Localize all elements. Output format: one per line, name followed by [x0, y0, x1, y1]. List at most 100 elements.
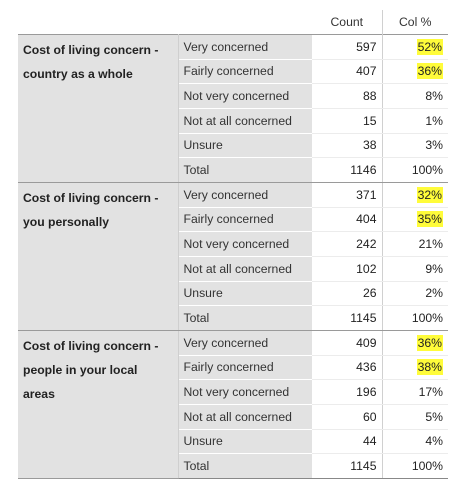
highlighted-pct-value: 52%: [416, 38, 443, 55]
col-pct-cell: 35%: [382, 207, 448, 233]
category-label: Not at all concerned: [178, 256, 312, 282]
count-cell: 38: [312, 133, 383, 159]
category-label: Not very concerned: [178, 379, 312, 405]
count-cell: 44: [312, 429, 383, 455]
table-row: Cost of living concern - people in your …: [18, 330, 448, 479]
category-label: Fairly concerned: [178, 355, 312, 381]
count-cell: 436: [312, 355, 383, 381]
highlighted-pct-value: 32%: [416, 186, 443, 203]
highlighted-pct-value: 35%: [416, 211, 443, 228]
header-row: Count Col %: [18, 10, 448, 35]
table-row: Unsure 26 2%: [18, 281, 448, 307]
table-row: Fairly concerned 436 38%: [18, 355, 448, 381]
highlighted-pct-value: 36%: [416, 334, 443, 351]
count-cell: 1146: [312, 157, 383, 183]
col-pct-cell: 100%: [382, 157, 448, 183]
table-row: Not at all concerned 60 5%: [18, 404, 448, 430]
col-pct-cell: 32%: [382, 182, 448, 208]
pct-value: 2%: [425, 286, 443, 301]
col-pct-cell: 100%: [382, 453, 448, 479]
count-cell: 196: [312, 379, 383, 405]
count-cell: 409: [312, 330, 383, 356]
category-label: Very concerned: [178, 330, 312, 356]
count-cell: 407: [312, 59, 383, 85]
category-label: Not at all concerned: [178, 108, 312, 134]
header-count: Count: [312, 10, 383, 35]
count-cell: 1145: [312, 453, 383, 479]
col-pct-cell: 36%: [382, 59, 448, 85]
count-cell: 26: [312, 281, 383, 307]
pct-value: 17%: [418, 385, 443, 400]
header-col-pct: Col %: [398, 15, 432, 29]
category-label: Not at all concerned: [178, 404, 312, 430]
category-label: Total: [178, 453, 312, 479]
highlighted-pct-value: 36%: [416, 63, 443, 80]
col-pct-cell: 2%: [382, 281, 448, 307]
total-row: Total 1145 100%: [18, 453, 448, 479]
count-cell: 1145: [312, 305, 383, 331]
header-blank-group: [18, 10, 178, 35]
col-pct-cell: 21%: [382, 231, 448, 257]
pct-value: 8%: [425, 89, 443, 104]
pct-value: 21%: [418, 237, 443, 252]
category-label: Fairly concerned: [178, 59, 312, 85]
col-pct-cell: 9%: [382, 256, 448, 282]
col-pct-cell: 8%: [382, 83, 448, 109]
category-label: Total: [178, 157, 312, 183]
crosstab-table: Count Col % Cost of living concern - cou…: [18, 10, 448, 479]
pct-value: 9%: [425, 261, 443, 276]
count-cell: 60: [312, 404, 383, 430]
group-label: Cost of living concern - country as a wh…: [18, 34, 179, 183]
pct-value: 100%: [411, 163, 443, 178]
pct-value: 3%: [425, 138, 443, 153]
total-row: Total 1146 100%: [18, 157, 448, 183]
category-label: Unsure: [178, 133, 312, 159]
table-row: Not very concerned 88 8%: [18, 83, 448, 109]
pct-value: 5%: [425, 409, 443, 424]
pct-value: 4%: [425, 434, 443, 449]
table-row: Not at all concerned 102 9%: [18, 256, 448, 282]
col-pct-cell: 4%: [382, 429, 448, 455]
table-row: Unsure 44 4%: [18, 429, 448, 455]
category-label: Very concerned: [178, 182, 312, 208]
col-pct-cell: 100%: [382, 305, 448, 331]
col-pct-cell: 38%: [382, 355, 448, 381]
table-row: Not at all concerned 15 1%: [18, 108, 448, 134]
group-label: Cost of living concern - people in your …: [18, 330, 179, 479]
pct-value: 1%: [425, 113, 443, 128]
col-pct-cell: 3%: [382, 133, 448, 159]
category-label: Unsure: [178, 281, 312, 307]
crosstab-container: Count Col % Cost of living concern - cou…: [18, 10, 448, 479]
col-pct-cell: 5%: [382, 404, 448, 430]
table-row: Fairly concerned 404 35%: [18, 207, 448, 233]
category-label: Total: [178, 305, 312, 331]
category-label: Very concerned: [178, 34, 312, 60]
count-cell: 404: [312, 207, 383, 233]
header-blank-category: [178, 10, 312, 35]
table-row: Not very concerned 196 17%: [18, 379, 448, 405]
col-pct-cell: 52%: [382, 34, 448, 60]
table-row: Cost of living concern - country as a wh…: [18, 34, 448, 183]
category-label: Not very concerned: [178, 83, 312, 109]
count-cell: 371: [312, 182, 383, 208]
table-row: Unsure 38 3%: [18, 133, 448, 159]
table-row: Fairly concerned 407 36%: [18, 59, 448, 85]
count-cell: 242: [312, 231, 383, 257]
table-body: Cost of living concern - country as a wh…: [18, 34, 448, 479]
col-pct-cell: 36%: [382, 330, 448, 356]
category-label: Fairly concerned: [178, 207, 312, 233]
count-cell: 15: [312, 108, 383, 134]
category-label: Unsure: [178, 429, 312, 455]
col-pct-cell: 17%: [382, 379, 448, 405]
group-label: Cost of living concern - you personally: [18, 182, 179, 331]
total-row: Total 1145 100%: [18, 305, 448, 331]
table-row: Not very concerned 242 21%: [18, 231, 448, 257]
count-cell: 102: [312, 256, 383, 282]
col-pct-cell: 1%: [382, 108, 448, 134]
pct-value: 100%: [411, 458, 443, 473]
table-header: Count Col %: [18, 10, 448, 35]
highlighted-pct-value: 38%: [416, 359, 443, 376]
count-cell: 597: [312, 34, 383, 60]
category-label: Not very concerned: [178, 231, 312, 257]
pct-value: 100%: [411, 311, 443, 326]
